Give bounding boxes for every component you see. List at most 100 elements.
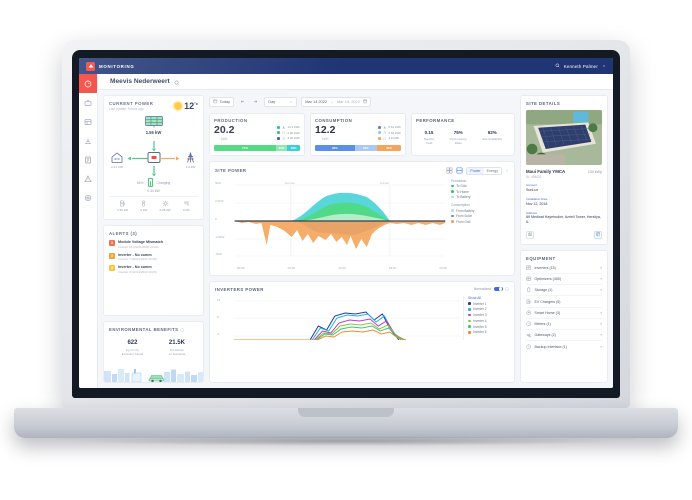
sidebar-item-analytics[interactable] <box>79 131 97 150</box>
chart-view-icon[interactable] <box>456 167 463 174</box>
site-header: Meevis Nederweert <box>98 74 613 90</box>
prev-period-button[interactable] <box>238 97 247 107</box>
legend-label: 5.61 kWh <box>388 125 401 130</box>
grid-view-icon[interactable] <box>446 167 453 174</box>
sidebar-item-dashboard[interactable] <box>79 74 97 93</box>
power-energy-toggle[interactable]: Power Energy <box>466 166 502 175</box>
alert-severity-badge: 3 <box>109 265 115 271</box>
date-toolbar: Today Day <box>209 95 515 108</box>
inverter-icon <box>147 152 160 163</box>
equipment-row-optimizers[interactable]: Optimizers (450) ▾ <box>526 274 602 286</box>
home-icon <box>282 131 286 135</box>
legend-item[interactable]: To Grid <box>451 184 509 188</box>
tab-energy[interactable]: Energy <box>486 168 498 173</box>
field-label: Account <box>526 183 537 187</box>
chevron-down-icon[interactable]: ▾ <box>600 310 602 315</box>
weather-widget: 12°c <box>174 101 198 111</box>
chevron-down-icon[interactable]: ▾ <box>600 344 602 349</box>
legend-item[interactable]: Inverter 4 <box>468 319 509 323</box>
main-content: Meevis Nederweert CURRENT POWER <box>98 74 613 388</box>
sidebar-item-layout[interactable] <box>79 112 97 131</box>
layout-icon[interactable] <box>594 230 602 239</box>
show-all-link[interactable]: Show All <box>468 295 482 300</box>
battery-icon <box>282 136 285 140</box>
performance-metric: 75% Performance Ratio <box>450 126 467 145</box>
sidebar-item-reports[interactable] <box>79 150 97 169</box>
legend-item[interactable]: Inverter 6 <box>468 330 509 334</box>
field-value: Nov 12, 2018 <box>526 201 548 206</box>
chevron-down-icon[interactable] <box>602 64 606 69</box>
legend-item[interactable]: Inverter 3 <box>468 313 509 317</box>
legend-item[interactable]: From Grid <box>451 220 509 224</box>
equipment-row-storage[interactable]: Storage (1) ▾ <box>526 285 602 297</box>
normalized-toggle[interactable] <box>493 286 503 292</box>
equipment-row-smart-home[interactable]: Smart Home (3) ▾ <box>526 308 602 319</box>
inverters-power-plot[interactable]: 12 8 4 <box>215 296 463 340</box>
alert-item[interactable]: 3 Inverter - No comm Inverter 7 (02/21/2… <box>109 252 198 261</box>
equipment-row-meters[interactable]: Meters (1) ▾ <box>526 319 602 331</box>
equipment-row-backup-interface[interactable]: Backup Interface (1) ▾ <box>526 341 602 351</box>
site-search-icon[interactable] <box>174 73 180 91</box>
search-icon[interactable] <box>555 63 560 69</box>
chevron-down-icon[interactable]: ▾ <box>600 276 602 281</box>
legend-item[interactable]: To Battery <box>451 195 509 199</box>
equipment-row-ev-chargers[interactable]: EV Chargers (5) <box>526 296 602 308</box>
legend-item[interactable]: Inverter 5 <box>468 325 509 329</box>
tab-power[interactable]: Power <box>467 167 484 174</box>
granularity-select[interactable]: Day <box>264 96 298 107</box>
battery-icon <box>527 287 531 293</box>
legend-label: 3.9 kWh <box>388 136 400 141</box>
today-button[interactable]: Today <box>209 96 235 107</box>
legend-item[interactable]: Inverter 1 <box>468 302 509 306</box>
mini-stat[interactable]: 0.55 kW <box>117 200 128 212</box>
date-range-picker[interactable]: Mar 14 2022 → Mar 14, 2022 <box>301 96 372 107</box>
equipment-row-gateways[interactable]: Gateways (2) ▾ <box>526 330 602 342</box>
app-body: Meevis Nederweert CURRENT POWER <box>79 74 613 388</box>
inverters-legend: Show All Inverter 1 Inverter 2 Inverter … <box>463 295 509 340</box>
user-menu-label[interactable]: Kenneth Palmer <box>563 63 598 69</box>
site-power-legend: Production To Grid To Home To Battery Co… <box>447 179 509 270</box>
sidebar-item-sites[interactable] <box>79 93 97 112</box>
alert-severity-badge: 3 <box>109 240 115 246</box>
alert-title: Inverter - No comm <box>118 252 152 257</box>
legend-item[interactable]: From Battery <box>451 209 509 213</box>
legend-item[interactable]: To Home <box>451 190 509 194</box>
site-id: ID: 494021 <box>526 175 542 179</box>
equipment-row-inverters[interactable]: Inverters (15) ▾ <box>526 263 602 274</box>
chevron-down-icon <box>290 100 293 103</box>
more-options-icon[interactable] <box>505 167 509 174</box>
consumption-segment: 32% <box>376 144 401 151</box>
mini-stat[interactable]: 0 kW <box>183 200 190 212</box>
brand-logo-icon <box>86 61 95 71</box>
performance-suffix: % <box>492 130 497 135</box>
chevron-down-icon[interactable]: ▾ <box>600 265 602 270</box>
mini-stat[interactable]: 0.05 kW <box>160 200 171 212</box>
mini-stat[interactable]: 0 kW <box>140 200 147 212</box>
legend-item[interactable]: From Solar <box>451 214 509 218</box>
normalized-toggle-group[interactable]: Normalized <box>474 286 509 292</box>
info-icon[interactable] <box>505 287 509 291</box>
alert-title: Inverter - No comm <box>118 265 152 269</box>
next-period-button[interactable] <box>251 97 260 107</box>
equipment-label: Smart Home (3) <box>534 310 561 315</box>
sidebar-item-settings[interactable] <box>79 188 97 207</box>
map-icon[interactable] <box>526 230 534 239</box>
battery-power: 0.34 kW <box>147 189 160 193</box>
site-power-plot[interactable]: 5kW 2.5kW 0 -2.5kW -5kW Sunrise Sunset <box>215 180 447 270</box>
battery-percent: 54% <box>136 180 144 185</box>
chevron-down-icon[interactable]: ▾ <box>600 322 602 327</box>
performance-suffix: % <box>458 130 463 135</box>
performance-value: 92 <box>487 130 493 135</box>
info-icon[interactable] <box>180 327 185 332</box>
alert-item[interactable]: 3 Inverter - No comm Inverter 3 (02/21/2… <box>109 265 198 274</box>
flow-arrow-grid-to-inverter <box>159 156 180 161</box>
sidebar-item-alerts[interactable] <box>79 169 97 188</box>
consumption-segment: 22% <box>354 144 377 151</box>
chevron-down-icon[interactable]: ▾ <box>600 333 602 338</box>
battery-icon <box>147 177 153 187</box>
app-screen: MONITORING Kenneth Palmer <box>79 58 613 388</box>
chevron-down-icon[interactable]: ▾ <box>600 288 602 293</box>
legend-item[interactable]: Inverter 2 <box>468 307 509 311</box>
alert-item[interactable]: 3 Module Voltage Mismatch Inverter 12 (0… <box>109 240 198 249</box>
flow-node-solar: 1.55 kW <box>144 116 163 135</box>
